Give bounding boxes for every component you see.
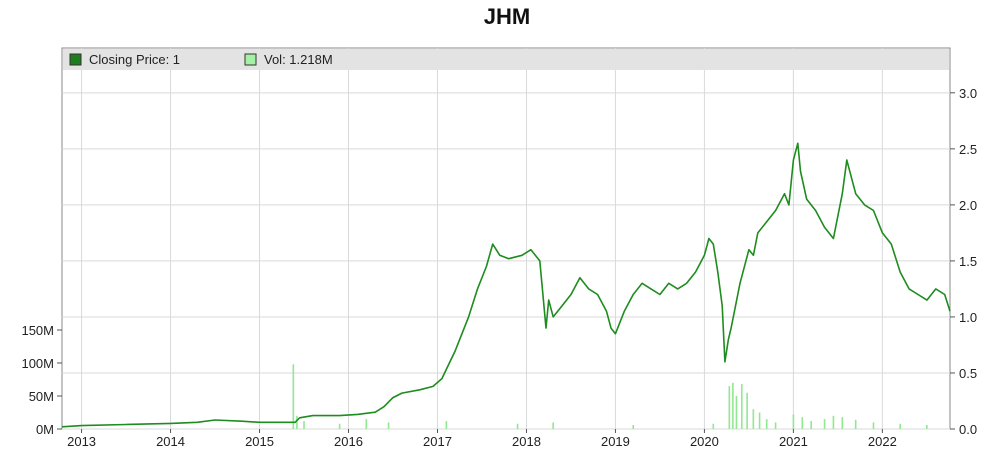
volume-bar bbox=[746, 392, 748, 429]
x-tick-label: 2020 bbox=[690, 434, 719, 449]
y-left-tick-label: 100M bbox=[21, 356, 54, 371]
y-left-tick-label: 50M bbox=[29, 389, 54, 404]
volume-bar bbox=[728, 386, 731, 429]
volume-bar bbox=[516, 423, 519, 429]
y-right-tick-label: 2.5 bbox=[959, 142, 977, 157]
x-tick-label: 2017 bbox=[423, 434, 452, 449]
volume-bar bbox=[841, 417, 844, 429]
x-tick-label: 2013 bbox=[67, 434, 96, 449]
volume-bar bbox=[854, 419, 857, 429]
plot-area bbox=[61, 47, 951, 430]
legend-label-closing-price: Closing Price: 1 bbox=[89, 52, 180, 67]
chart-title: JHM bbox=[483, 4, 531, 29]
y-right-tick-label: 0.5 bbox=[959, 366, 977, 381]
x-tick-label: 2022 bbox=[868, 434, 897, 449]
legend: Closing Price: 1 Vol: 1.218M bbox=[63, 49, 949, 70]
axes: 2013 2014 2015 2016 2017 2018 2019 2020 2021 2022… bbox=[21, 86, 977, 449]
volume-bar bbox=[740, 384, 743, 429]
volume-bar bbox=[552, 422, 554, 429]
x-tick-label: 2019 bbox=[601, 434, 630, 449]
closing-price-line bbox=[61, 142, 951, 428]
x-tick-label: 2016 bbox=[334, 434, 363, 449]
y-right-tick-label: 0.0 bbox=[959, 422, 977, 437]
volume-bar bbox=[292, 364, 295, 429]
x-tick-label: 2015 bbox=[245, 434, 274, 449]
volume-bar bbox=[832, 415, 835, 429]
y-right-tick-label: 1.5 bbox=[959, 254, 977, 269]
legend-swatch-volume bbox=[244, 53, 257, 66]
volume-bar bbox=[758, 412, 761, 429]
volume-bar bbox=[752, 409, 755, 429]
volume-bar bbox=[712, 423, 715, 429]
volume-bars bbox=[292, 364, 928, 429]
volume-bar bbox=[765, 419, 768, 429]
volume-bar bbox=[810, 421, 812, 429]
volume-bar bbox=[899, 423, 901, 429]
x-tick-label: 2018 bbox=[512, 434, 541, 449]
y-right-tick-label: 1.0 bbox=[959, 310, 977, 325]
volume-bar bbox=[632, 425, 635, 429]
y-left-tick-label: 150M bbox=[21, 323, 54, 338]
volume-bar bbox=[735, 396, 738, 429]
volume-bar bbox=[365, 419, 368, 429]
volume-bar bbox=[303, 421, 305, 429]
volume-bar bbox=[792, 414, 795, 429]
volume-bar bbox=[872, 422, 875, 429]
volume-bar bbox=[823, 419, 826, 429]
volume-bar bbox=[387, 422, 390, 429]
y-right-tick-label: 3.0 bbox=[959, 86, 977, 101]
volume-bar bbox=[774, 422, 777, 429]
x-tick-label: 2021 bbox=[779, 434, 808, 449]
price-line-layer bbox=[61, 142, 951, 428]
y-left-tick-label: 0M bbox=[36, 422, 54, 437]
legend-label-volume: Vol: 1.218M bbox=[264, 52, 333, 67]
x-tick-label: 2014 bbox=[156, 434, 185, 449]
legend-swatch-closing-price bbox=[69, 53, 82, 66]
volume-bar bbox=[296, 415, 298, 429]
volume-bar bbox=[732, 382, 734, 429]
legend-background bbox=[63, 49, 949, 70]
volume-bar bbox=[338, 423, 341, 429]
y-right-tick-label: 2.0 bbox=[959, 198, 977, 213]
volume-bar bbox=[445, 421, 448, 429]
volume-bar bbox=[926, 425, 928, 429]
volume-bar bbox=[801, 417, 804, 429]
